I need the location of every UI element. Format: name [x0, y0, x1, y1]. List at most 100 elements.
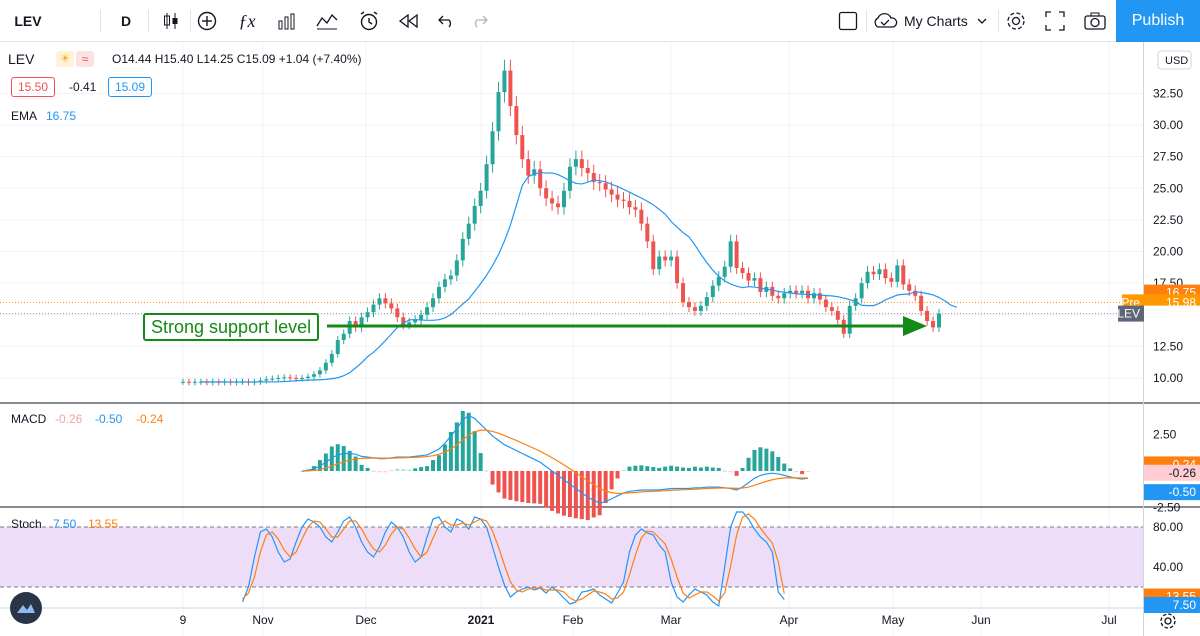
- macd-bar: [389, 470, 394, 472]
- square-icon[interactable]: [834, 0, 862, 42]
- candle: [490, 131, 495, 165]
- candle: [925, 310, 930, 322]
- candle: [651, 241, 656, 270]
- add-indicator-icon[interactable]: [192, 0, 222, 42]
- candle: [442, 279, 447, 287]
- candle: [883, 269, 888, 279]
- macd-bar: [579, 471, 584, 520]
- camera-icon[interactable]: [1081, 0, 1109, 42]
- candle: [645, 223, 650, 242]
- candle: [710, 285, 715, 298]
- candle: [371, 304, 376, 313]
- axis-settings-gear-icon[interactable]: [1158, 611, 1178, 631]
- macd-bar: [335, 444, 340, 471]
- candle: [811, 293, 816, 299]
- macd-bar: [645, 466, 650, 471]
- macd-bar: [514, 471, 519, 502]
- candle: [478, 190, 483, 206]
- replay-icon[interactable]: [394, 0, 424, 42]
- macd-bar: [544, 471, 549, 508]
- candle: [436, 286, 441, 299]
- macd-hist-tag: -0.26: [1169, 466, 1197, 480]
- time-tick-label: May: [882, 613, 905, 627]
- time-tick-label: Mar: [661, 613, 682, 627]
- candle: [597, 181, 602, 184]
- candle: [323, 362, 328, 371]
- candle: [567, 166, 572, 191]
- ema-value: 16.75: [46, 109, 77, 123]
- price-tick-label: 25.00: [1153, 181, 1183, 195]
- candle: [817, 293, 822, 300]
- candle: [341, 333, 346, 341]
- undo-icon[interactable]: [433, 0, 461, 42]
- macd-bar: [585, 471, 590, 521]
- macd-histogram: [300, 410, 811, 521]
- macd-bar: [556, 471, 561, 514]
- redo-icon[interactable]: [465, 0, 493, 42]
- stoch-tick-label: 80.00: [1153, 520, 1183, 534]
- last-symbol-tag-bg: [1118, 305, 1144, 322]
- fullscreen-icon[interactable]: [1041, 0, 1069, 42]
- interval-button[interactable]: D: [120, 13, 132, 29]
- candle: [395, 308, 400, 318]
- macd-bar: [591, 471, 596, 518]
- support-annotation-label[interactable]: Strong support level: [143, 313, 320, 341]
- candle: [573, 159, 578, 167]
- candle: [591, 173, 596, 182]
- candle: [829, 307, 834, 311]
- candle: [317, 370, 322, 375]
- price-tick-label: 32.50: [1153, 86, 1183, 100]
- candle: [508, 70, 513, 107]
- price-tick-label: 22.50: [1153, 213, 1183, 227]
- ema-label: EMA: [11, 109, 38, 123]
- candle: [895, 265, 900, 282]
- gear-icon[interactable]: [1002, 0, 1030, 42]
- candles-icon[interactable]: [155, 0, 187, 42]
- fx-icon[interactable]: ƒx: [238, 10, 256, 31]
- macd-bar: [758, 447, 763, 471]
- macd-bar: [716, 467, 721, 471]
- my-charts-button[interactable]: My Charts: [872, 0, 996, 42]
- macd-bar: [526, 471, 531, 503]
- bid-price[interactable]: 15.50: [11, 77, 56, 97]
- ask-price[interactable]: 15.09: [108, 77, 153, 97]
- symbol-search-button[interactable]: LEV: [14, 13, 42, 29]
- candle: [740, 267, 745, 274]
- candle: [514, 106, 519, 136]
- publish-button[interactable]: Publish: [1116, 0, 1200, 42]
- macd-line-value: -0.50: [95, 412, 123, 426]
- candle: [669, 256, 674, 261]
- candle: [377, 298, 382, 305]
- candle: [561, 190, 566, 208]
- macd-bar: [788, 468, 793, 471]
- macd-bar: [341, 446, 346, 471]
- candle: [544, 188, 549, 199]
- macd-bar: [377, 471, 382, 473]
- line-chart-icon[interactable]: [312, 0, 342, 42]
- candle: [865, 271, 870, 284]
- macd-label: MACD: [11, 412, 47, 426]
- currency-label: USD: [1165, 55, 1188, 67]
- macd-bar: [734, 471, 739, 476]
- macd-bar: [669, 465, 674, 471]
- candle: [431, 298, 436, 308]
- macd-bar: [692, 466, 697, 471]
- candle: [603, 183, 608, 190]
- macd-bar: [746, 457, 751, 471]
- time-tick-label: Apr: [780, 613, 799, 627]
- bar-chart-icon[interactable]: [272, 0, 302, 42]
- macd-bar: [425, 466, 430, 471]
- alarm-icon[interactable]: [354, 0, 384, 42]
- candle: [639, 209, 644, 224]
- macd-bar: [806, 471, 811, 472]
- macd-bar: [681, 467, 686, 471]
- cloud-icon: [874, 12, 898, 28]
- macd-bar: [347, 450, 352, 471]
- tradingview-logo-icon[interactable]: [10, 592, 42, 624]
- macd-bar: [484, 470, 489, 472]
- macd-bar: [776, 456, 781, 471]
- macd-bar: [764, 448, 769, 471]
- stoch-d-value: 13.55: [88, 517, 119, 531]
- candle: [472, 205, 477, 224]
